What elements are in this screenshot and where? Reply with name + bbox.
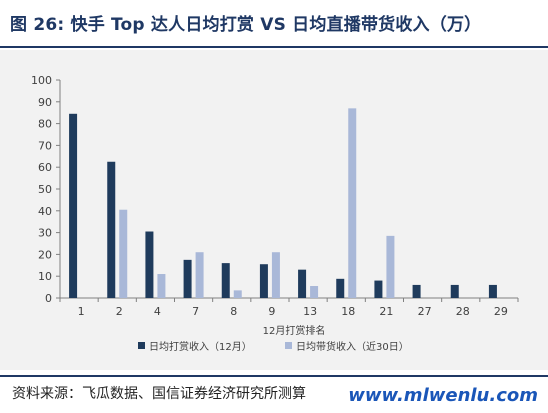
bar-tip-income — [488, 284, 497, 298]
bar-sales-income — [195, 252, 204, 298]
y-tick-label: 30 — [38, 227, 52, 240]
legend-swatch — [138, 342, 145, 349]
legend-label: 日均打赏收入（12月） — [149, 340, 252, 353]
x-tick-label: 2 — [116, 305, 123, 318]
y-tick-label: 60 — [38, 161, 52, 174]
bar-sales-income — [157, 274, 166, 298]
y-tick-label: 100 — [31, 74, 52, 87]
x-tick-label: 8 — [230, 305, 237, 318]
y-tick-label: 70 — [38, 139, 52, 152]
x-tick-label: 9 — [268, 305, 275, 318]
bar-chart: 0 10 20 30 40 50 60 70 80 90 100 1 2 4 7 8 9 13 18 21 27 28 29… — [31, 74, 519, 353]
bar-tip-income — [221, 263, 230, 298]
x-tick-label: 1 — [78, 305, 85, 318]
x-tick-label: 18 — [341, 305, 355, 318]
legend-swatch — [285, 342, 292, 349]
y-tick-label: 10 — [38, 270, 52, 283]
y-tick-label: 90 — [38, 96, 52, 109]
bar-tip-income — [412, 284, 421, 298]
source-note: 资料来源：飞瓜数据、国信证券经济研究所测算 — [12, 386, 306, 402]
title-bar: 图 26: 快手 Top 达人日均打赏 VS 日均直播带货收入（万） — [0, 0, 548, 48]
bar-tip-income — [107, 161, 116, 298]
x-tick-label: 27 — [418, 305, 432, 318]
bar-sales-income — [348, 108, 357, 298]
bar-sales-income — [310, 286, 319, 298]
bar-tip-income — [374, 280, 383, 298]
x-tick-label: 7 — [192, 305, 199, 318]
bar-tip-income — [298, 269, 307, 298]
y-tick-label: 40 — [38, 205, 52, 218]
bar-sales-income — [233, 290, 242, 298]
x-tick-label: 29 — [494, 305, 508, 318]
y-tick-label: 80 — [38, 118, 52, 131]
bar-tip-income — [450, 284, 459, 298]
footer-divider — [0, 375, 548, 377]
bar-tip-income — [336, 278, 345, 298]
bar-tip-income — [183, 259, 192, 298]
watermark: www.mlwenlu.com — [348, 385, 538, 406]
bar-tip-income — [259, 264, 268, 298]
bar-sales-income — [386, 235, 395, 298]
x-tick-label: 21 — [379, 305, 393, 318]
x-tick-label: 4 — [154, 305, 161, 318]
chart-panel — [0, 50, 548, 370]
x-tick-label: 28 — [456, 305, 470, 318]
x-axis-title: 12月打赏排名 — [263, 324, 326, 337]
y-tick-label: 50 — [38, 183, 52, 196]
y-tick-label: 20 — [38, 248, 52, 261]
y-tick-label: 0 — [45, 292, 52, 305]
bar-tip-income — [145, 231, 154, 298]
legend-label: 日均带货收入（近30日） — [296, 340, 409, 353]
bar-sales-income — [119, 209, 128, 298]
bar-tip-income — [69, 113, 78, 298]
x-tick-label: 13 — [303, 305, 317, 318]
bar-sales-income — [271, 252, 280, 298]
chart-title: 图 26: 快手 Top 达人日均打赏 VS 日均直播带货收入（万） — [10, 15, 482, 35]
